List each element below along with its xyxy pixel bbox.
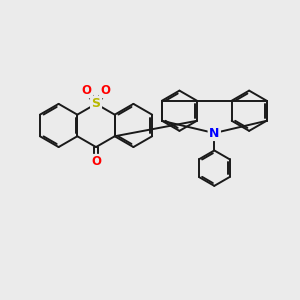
Text: N: N	[209, 127, 220, 140]
Text: O: O	[100, 84, 110, 97]
Text: O: O	[82, 84, 92, 97]
Text: S: S	[92, 98, 100, 110]
Text: O: O	[91, 155, 101, 168]
